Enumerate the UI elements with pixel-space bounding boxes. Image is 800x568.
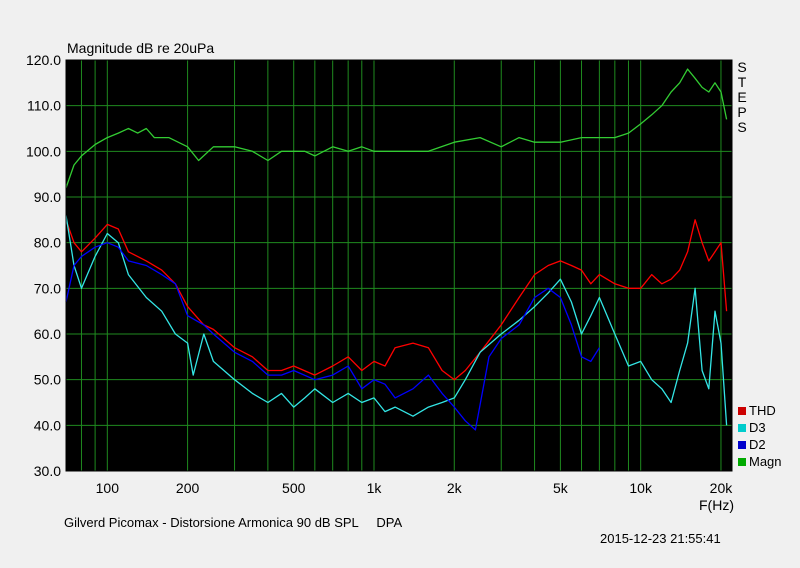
plot-area xyxy=(66,60,732,471)
y-tick-label: 30.0 xyxy=(34,463,61,479)
x-tick-label: 1k xyxy=(367,480,383,496)
steps-letter: T xyxy=(737,74,747,90)
y-tick-label: 40.0 xyxy=(34,417,61,433)
legend-swatch-d3 xyxy=(738,423,746,432)
steps-letter: E xyxy=(737,89,747,105)
legend-item-thd: THD xyxy=(738,403,776,419)
footer-description: Gilverd Picomax - Distorsione Armonica 9… xyxy=(64,515,403,530)
y-tick-label: 100.0 xyxy=(26,143,61,159)
x-tick-label: 100 xyxy=(96,480,120,496)
legend-swatch-d2 xyxy=(738,440,746,449)
x-tick-label: 10k xyxy=(629,480,653,496)
legend-item-d3: D3 xyxy=(738,420,766,436)
steps-letter: P xyxy=(737,104,747,120)
series-line-magn xyxy=(65,68,728,189)
footer-timestamp: 2015-12-23 21:55:41 xyxy=(600,531,721,546)
legend-swatch-magn xyxy=(738,457,746,466)
x-tick-label: 200 xyxy=(176,480,200,496)
y-tick-label: 110.0 xyxy=(27,98,61,114)
y-tick-label: 90.0 xyxy=(34,189,61,205)
legend-swatch-thd xyxy=(738,406,746,415)
steps-letter: S xyxy=(737,59,747,75)
series-line-d2 xyxy=(65,242,600,431)
y-tick-label: 60.0 xyxy=(34,326,61,342)
legend-label: D2 xyxy=(749,437,766,452)
y-tick-label: 70.0 xyxy=(34,280,61,296)
legend-label: Magn xyxy=(749,454,782,469)
legend-label: THD xyxy=(749,403,776,418)
y-tick-label: 80.0 xyxy=(34,235,61,251)
x-tick-label: 2k xyxy=(447,480,463,496)
legend-label: D3 xyxy=(749,420,766,435)
legend-item-magn: Magn xyxy=(738,454,782,470)
steps-label: S T E P S xyxy=(735,60,749,135)
plot-border xyxy=(65,59,733,472)
y-tick-label: 120.0 xyxy=(26,52,61,68)
x-tick-label: 5k xyxy=(553,480,569,496)
legend-item-d2: D2 xyxy=(738,437,766,453)
x-tick-label: 20k xyxy=(710,480,734,496)
steps-letter: S xyxy=(737,119,747,135)
chart-title: Magnitude dB re 20uPa xyxy=(67,40,215,56)
x-axis-label: F(Hz) xyxy=(699,497,734,513)
series-line-d3 xyxy=(65,215,728,426)
y-tick-label: 50.0 xyxy=(34,372,61,388)
x-tick-label: 500 xyxy=(282,480,306,496)
